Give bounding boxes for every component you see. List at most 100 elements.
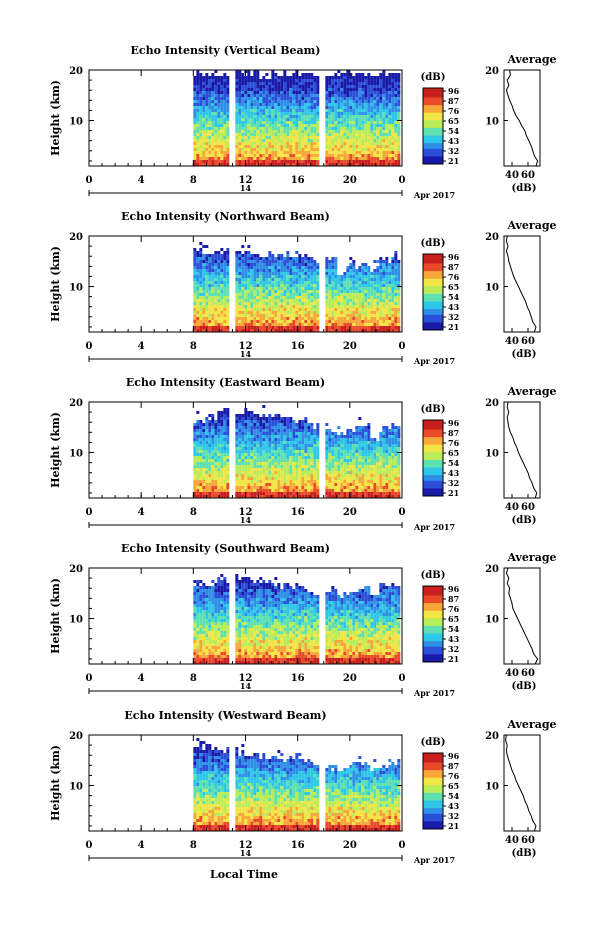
heatmap-cell [382, 79, 386, 82]
heatmap-cell [274, 79, 278, 82]
heatmap-cell [388, 118, 392, 121]
heatmap-cell [253, 142, 257, 145]
heatmap-cell [388, 79, 392, 82]
heatmap-cell [385, 299, 389, 302]
heatmap-cell [328, 293, 332, 296]
heatmap-cell [268, 139, 272, 142]
heatmap-cell [280, 471, 284, 474]
heatmap-cell [235, 483, 239, 486]
heatmap-cell [247, 136, 251, 139]
heatmap-cell [286, 91, 290, 94]
heatmap-cell [310, 426, 314, 429]
heatmap-cell [265, 456, 269, 459]
heatmap-cell [238, 305, 242, 308]
heatmap-cell [277, 429, 281, 432]
heatmap-cell [304, 326, 308, 329]
heatmap-cell [283, 471, 287, 474]
heatmap-cell [259, 456, 263, 459]
heatmap-cell [310, 480, 314, 483]
heatmap-cell [271, 438, 275, 441]
heatmap-cell [241, 486, 245, 489]
heatmap-cell [292, 118, 296, 121]
heatmap-cell [223, 326, 227, 329]
heatmap-cell [316, 163, 320, 166]
heatmap-cell [235, 459, 239, 462]
heatmap-cell [295, 486, 299, 489]
heatmap-cell [244, 269, 248, 272]
colorbar-segment [423, 267, 443, 270]
heatmap-cell [310, 73, 314, 76]
heatmap-cell [334, 145, 338, 148]
heatmap-cell [391, 160, 395, 163]
heatmap-cell [325, 257, 329, 260]
heatmap-cell [385, 284, 389, 287]
heatmap-cell [316, 462, 320, 465]
heatmap-cell [268, 145, 272, 148]
heatmap-cell [397, 154, 401, 157]
heatmap-cell [223, 489, 227, 492]
heatmap-cell [295, 136, 299, 139]
heatmap-cell [220, 290, 224, 293]
heatmap-cell [196, 323, 200, 326]
heatmap-cell [256, 459, 260, 462]
heatmap-cell [283, 100, 287, 103]
heatmap-cell [265, 450, 269, 453]
heatmap-cell [349, 323, 353, 326]
heatmap-cell [223, 299, 227, 302]
heatmap-cell [238, 263, 242, 266]
heatmap-cell [334, 314, 338, 317]
heatmap-cell [208, 272, 212, 275]
heatmap-cell [205, 269, 209, 272]
heatmap-cell [259, 462, 263, 465]
heatmap-cell [211, 76, 215, 79]
heatmap-cell [367, 317, 371, 320]
colorbar-segment [423, 273, 443, 276]
heatmap-cell [241, 263, 245, 266]
heatmap-cell [238, 471, 242, 474]
heatmap-cell [301, 281, 305, 284]
heatmap-cell [199, 468, 203, 471]
heatmap-cell [205, 88, 209, 91]
heatmap-cell [307, 269, 311, 272]
heatmap-cell [274, 97, 278, 100]
heatmap-cell [268, 462, 272, 465]
heatmap-cell [355, 148, 359, 151]
heatmap-cell [286, 323, 290, 326]
heatmap-cell [241, 420, 245, 423]
heatmap-cell [313, 272, 317, 275]
heatmap-cell [250, 329, 254, 332]
heatmap-cell [220, 133, 224, 136]
heatmap-cell [220, 492, 224, 495]
heatmap-cell [199, 435, 203, 438]
heatmap-cell [214, 257, 218, 260]
heatmap-cell [352, 272, 356, 275]
heatmap-cell [352, 91, 356, 94]
heatmap-cell [208, 450, 212, 453]
heatmap-cell [196, 73, 200, 76]
heatmap-cell [379, 323, 383, 326]
heatmap-cell [304, 278, 308, 281]
heatmap-cell [241, 483, 245, 486]
heatmap-cell [274, 486, 278, 489]
heatmap-cell [217, 426, 221, 429]
heatmap-cell [286, 417, 290, 420]
heatmap-cell [289, 145, 293, 148]
heatmap-cell [268, 438, 272, 441]
colorbar-tick-label: 87 [448, 96, 459, 106]
heatmap-cell [358, 305, 362, 308]
heatmap-cell [220, 275, 224, 278]
heatmap-cell [301, 124, 305, 127]
heatmap-cell [337, 275, 341, 278]
heatmap-cell [193, 489, 197, 492]
heatmap-cell [283, 266, 287, 269]
heatmap-cell [301, 474, 305, 477]
heatmap-cell [385, 272, 389, 275]
heatmap-cell [280, 133, 284, 136]
heatmap-cell [196, 284, 200, 287]
heatmap-cell [226, 486, 230, 489]
heatmap-cell [325, 266, 329, 269]
heatmap-cell [289, 115, 293, 118]
heatmap-cell [265, 299, 269, 302]
heatmap-cell [247, 121, 251, 124]
colorbar-segment [423, 292, 443, 295]
